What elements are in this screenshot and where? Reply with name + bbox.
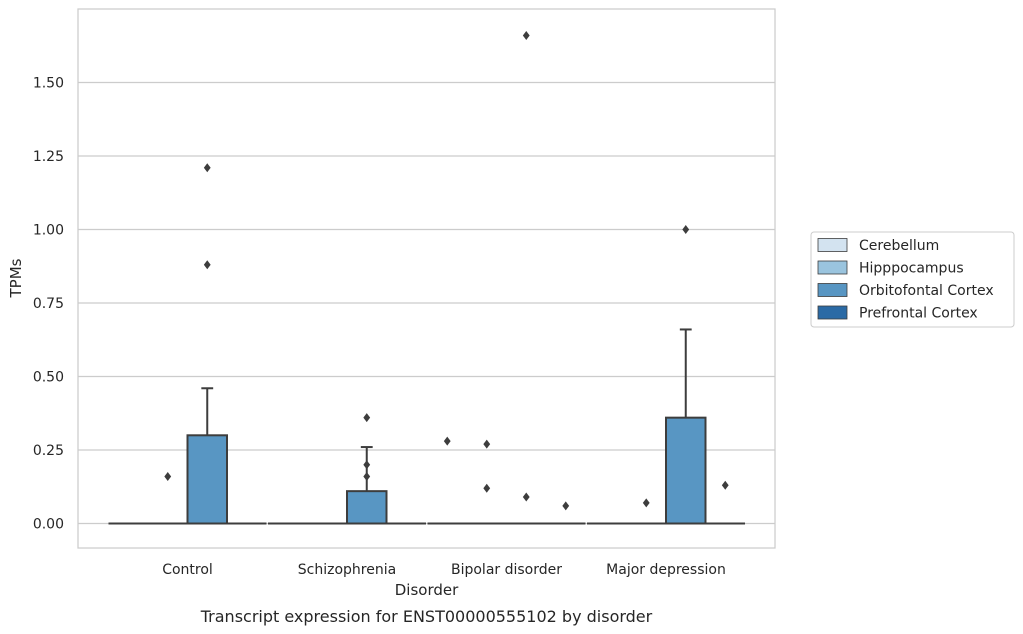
y-axis-ticks: 0.00 0.25 0.50 0.75 1.00 1.25 1.50 [33, 76, 64, 533]
x-tick-label: Bipolar disorder [451, 562, 562, 578]
outlier-point [203, 260, 211, 270]
box-group [546, 501, 586, 525]
outlier-point [483, 439, 491, 449]
box-group [346, 413, 388, 525]
y-tick-label: 1.00 [33, 223, 64, 239]
box-group [665, 225, 707, 525]
chart-caption: Transcript expression for ENST0000055510… [200, 607, 653, 626]
outlier-point [721, 480, 729, 490]
legend: Cerebellum Hipppocampus Orbitofontal Corte… [810, 231, 1015, 328]
legend-label: Hipppocampus [859, 261, 964, 277]
legend-swatch [817, 238, 848, 252]
box [665, 416, 707, 525]
box-group [506, 30, 546, 525]
y-tick-label: 1.50 [33, 76, 64, 92]
x-tick-label: Major depression [606, 562, 726, 578]
legend-frame [810, 231, 1015, 328]
box [186, 434, 228, 525]
x-axis-ticks: Control Schizophrenia Bipolar disorder Majo… [162, 562, 726, 578]
outlier-point [562, 501, 570, 511]
box-marks [108, 30, 745, 525]
outlier-point [642, 498, 650, 508]
outlier-point [363, 413, 371, 423]
outlier-point [522, 30, 530, 40]
outlier-point [363, 460, 371, 470]
y-tick-label: 0.00 [33, 517, 64, 533]
x-axis-label: Disorder [395, 581, 459, 599]
legend-swatch [817, 305, 848, 320]
y-axis-label: TPMs [7, 258, 25, 298]
outlier-point [443, 436, 451, 446]
legend-swatch [817, 260, 848, 275]
box-group [148, 471, 188, 525]
x-tick-label: Schizophrenia [298, 562, 396, 578]
y-tick-label: 0.50 [33, 370, 64, 386]
legend-swatch [817, 283, 848, 297]
legend-label: Cerebellum [859, 238, 939, 254]
outlier-point [164, 471, 172, 481]
legend-label: Prefrontal Cortex [859, 306, 978, 322]
box-group [186, 163, 228, 525]
x-tick-label: Control [162, 562, 213, 578]
outlier-point [363, 471, 371, 481]
box-group [705, 480, 745, 525]
y-tick-label: 0.25 [33, 443, 64, 459]
box-group [626, 498, 666, 525]
legend-label: Orbitofontal Cortex [859, 283, 994, 299]
box-group [427, 436, 467, 525]
outlier-point [483, 483, 491, 493]
outlier-point [522, 492, 530, 502]
box-group [467, 439, 507, 525]
outlier-point [682, 225, 690, 234]
y-tick-label: 0.75 [33, 296, 64, 312]
plot-frame [77, 8, 776, 549]
y-tick-label: 1.25 [33, 149, 64, 165]
outlier-point [203, 163, 211, 173]
box [346, 490, 388, 525]
